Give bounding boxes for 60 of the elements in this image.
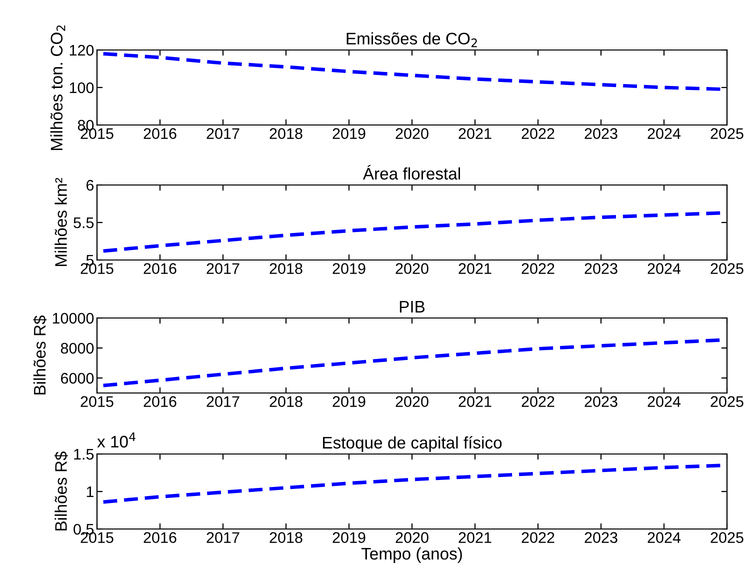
- y-tick-label: 10000: [52, 312, 94, 324]
- x-tick-label: 2025: [710, 263, 744, 274]
- x-tick-label: 2019: [332, 396, 366, 407]
- y-axis-title: Bilhões R$: [33, 315, 47, 394]
- x-tick-label: 2024: [648, 128, 681, 139]
- x-tick-label: 2020: [396, 396, 428, 407]
- chart-title: PIB: [400, 300, 425, 312]
- y-tick-label: 5.5: [74, 218, 94, 228]
- x-tick-label: 2022: [522, 263, 554, 274]
- x-axis-title: Tempo (anos): [361, 547, 462, 563]
- x-tick-label: 2023: [584, 128, 618, 139]
- y-axis-title: Milhões km²: [54, 178, 67, 266]
- y-axis-title: Bilhões R$: [54, 451, 68, 530]
- x-tick-label: 2018: [270, 396, 302, 407]
- x-tick-label: 2017: [206, 263, 240, 274]
- x-tick-label: 2020: [396, 532, 428, 543]
- y-tick-label: 6: [86, 180, 94, 191]
- x-tick-label: 2016: [144, 128, 176, 139]
- x-tick-label: 2021: [458, 532, 492, 543]
- x-tick-label: 2025: [710, 128, 744, 139]
- x-tick-label: 2023: [584, 263, 618, 274]
- x-tick-label: 2019: [332, 263, 366, 274]
- x-tick-label: 2021: [458, 263, 492, 274]
- x-tick-label: 2025: [710, 396, 744, 407]
- x-tick-label: 2024: [648, 396, 681, 407]
- x-tick-label: 2020: [396, 128, 428, 139]
- x-tick-label: 2023: [584, 396, 618, 407]
- chart-title: Área florestal: [362, 164, 460, 180]
- x-tick-label: 2020: [396, 263, 428, 274]
- chart-title: Estoque de capital físico: [323, 436, 502, 452]
- x-tick-label: 2017: [206, 128, 240, 139]
- x-tick-label: 2016: [144, 263, 176, 274]
- y-tick-label: 1: [86, 486, 94, 498]
- x-tick-label: 2021: [458, 396, 492, 407]
- y-tick-label: 6000: [61, 372, 94, 384]
- x-tick-label: 2018: [270, 532, 302, 543]
- text: x 10$^{4}$: [97, 432, 136, 448]
- y-axis-title: Milhões ton. CO$_{2}$: [50, 25, 66, 150]
- chart-title: Emissões de CO$_{2}$: [346, 32, 477, 48]
- x-tick-label: 2023: [584, 532, 618, 543]
- y-tick-label: 120: [70, 44, 94, 56]
- x-tick-label: 2018: [270, 128, 302, 139]
- x-tick-label: 2016: [144, 532, 176, 543]
- x-tick-label: 2015: [80, 396, 114, 407]
- x-tick-label: 2017: [206, 396, 240, 407]
- x-tick-label: 2019: [332, 128, 366, 139]
- x-tick-label: 2019: [332, 532, 366, 543]
- x-tick-label: 2021: [458, 128, 492, 139]
- y-tick-label: 1.5: [74, 449, 94, 460]
- x-tick-label: 2025: [710, 532, 744, 543]
- y-tick-label: 100: [70, 82, 94, 94]
- x-tick-label: 2022: [522, 532, 554, 543]
- x-tick-label: 2022: [522, 128, 554, 139]
- y-tick-label: 8000: [60, 342, 94, 354]
- x-tick-label: 2024: [648, 532, 681, 543]
- x-tick-label: 2017: [206, 532, 240, 543]
- x-tick-label: 2018: [270, 263, 302, 274]
- x-tick-label: 2016: [144, 396, 176, 407]
- x-tick-label: 2022: [522, 396, 554, 407]
- x-tick-label: 2024: [648, 263, 681, 274]
